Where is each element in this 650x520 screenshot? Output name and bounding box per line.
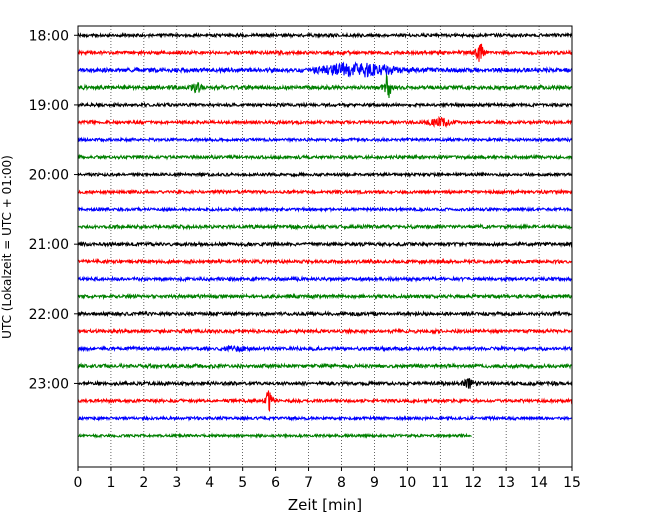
y-tick-label: 22:00 <box>29 307 69 323</box>
trace-2345 <box>77 432 472 439</box>
x-axis: 0 1 2 3 4 5 6 7 8 9 10 11 12 13 14 15 <box>74 467 581 491</box>
x-tick-label: 0 <box>74 475 83 491</box>
x-tick-label: 7 <box>304 475 313 491</box>
plot-area-frame <box>77 25 573 468</box>
x-tick-label: 11 <box>431 475 449 491</box>
y-tick-label: 21:00 <box>29 237 69 253</box>
y-tick-label: 23:00 <box>29 376 69 392</box>
x-tick-label: 12 <box>464 475 482 491</box>
trace-2230 <box>77 344 573 354</box>
x-axis-label: Zeit [min] <box>288 496 362 514</box>
x-tick-label: 13 <box>497 475 515 491</box>
trace-1830 <box>77 61 573 78</box>
trace-2300 <box>77 378 573 389</box>
x-tick-label: 6 <box>271 475 280 491</box>
trace-1930 <box>77 136 573 144</box>
trace-1915 <box>77 115 573 128</box>
y-axis: 18:00 19:00 20:00 21:00 22:00 23:00 <box>29 28 78 392</box>
x-tick-label: 9 <box>370 475 379 491</box>
trace-2045 <box>77 223 573 231</box>
trace-2115 <box>77 257 573 266</box>
x-tick-label: 2 <box>139 475 148 491</box>
trace-1815 <box>77 43 573 62</box>
trace-2245 <box>77 362 573 370</box>
trace-2030 <box>77 205 573 213</box>
trace-2100 <box>77 240 573 248</box>
trace-1900 <box>77 101 573 109</box>
y-axis-label: UTC (Lokalzeit = UTC + 01:00) <box>0 155 14 339</box>
y-tick-label: 18:00 <box>29 28 69 44</box>
trace-2215 <box>77 327 573 336</box>
x-tick-label: 5 <box>238 475 247 491</box>
x-tick-label: 1 <box>106 475 115 491</box>
y-tick-label: 19:00 <box>29 98 69 114</box>
y-tick-label: 20:00 <box>29 168 69 184</box>
trace-2330 <box>77 414 573 422</box>
x-tick-label: 8 <box>337 475 346 491</box>
trace-2015 <box>77 188 573 196</box>
x-tick-label: 3 <box>172 475 181 491</box>
trace-1845 <box>77 73 573 98</box>
trace-1800 <box>77 31 573 40</box>
trace-2145 <box>77 292 573 301</box>
trace-2200 <box>77 310 573 318</box>
x-tick-label: 15 <box>563 475 581 491</box>
x-tick-label: 10 <box>398 475 416 491</box>
trace-1945 <box>77 153 573 161</box>
trace-2315 <box>77 390 573 413</box>
x-tick-label: 4 <box>205 475 214 491</box>
x-tick-label: 14 <box>530 475 548 491</box>
seismic-traces <box>77 31 573 439</box>
trace-2130 <box>77 275 573 283</box>
trace-2000 <box>77 170 573 179</box>
